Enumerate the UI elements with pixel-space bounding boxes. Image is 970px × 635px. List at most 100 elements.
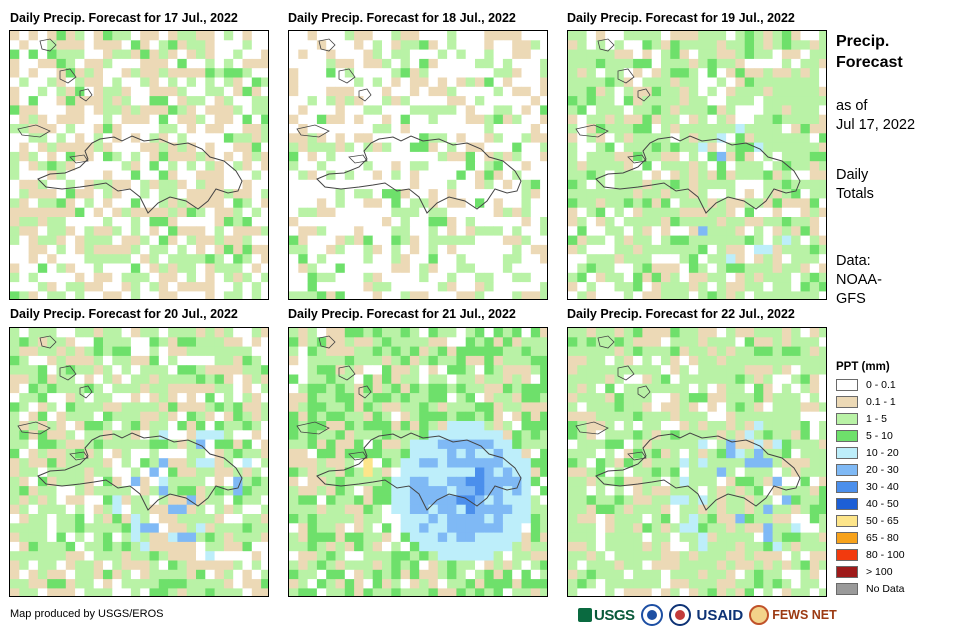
precip-cell [809, 96, 820, 106]
precip-cell [186, 96, 197, 106]
precip-cell [158, 207, 169, 218]
precip-cell [149, 151, 160, 162]
precip-cell [316, 458, 327, 468]
precip-cell [484, 346, 494, 357]
precip-cell [121, 569, 132, 580]
precip-cell [614, 179, 625, 190]
legend-swatch [836, 447, 858, 459]
precip-cell [493, 198, 504, 209]
precip-cell [168, 393, 178, 403]
precip-cell [214, 105, 225, 116]
precip-cell [233, 588, 243, 596]
precip-cell [502, 402, 513, 413]
precip-cell [177, 476, 188, 487]
precip-cell [19, 189, 29, 199]
precip-cell [577, 263, 587, 274]
precip-cell [391, 458, 401, 468]
precip-cell [186, 467, 197, 478]
precip-cell [800, 86, 811, 97]
precip-cell [214, 68, 225, 78]
precip-cell [196, 486, 206, 496]
precip-cell [475, 541, 485, 552]
precip-cell [419, 161, 429, 171]
precip-cell [75, 105, 85, 116]
precip-cell [140, 346, 150, 357]
precip-cell [502, 393, 513, 403]
hispaniola-coastline [37, 135, 243, 214]
precip-cell [400, 551, 411, 561]
panel-title-4: Daily Precip. Forecast for 20 Jul., 2022 [10, 307, 238, 321]
precip-cell [521, 569, 532, 580]
precip-cell [530, 458, 541, 468]
precip-cell [382, 40, 392, 50]
precip-cell [409, 151, 420, 162]
precip-cell [382, 58, 392, 69]
precip-cell [84, 142, 95, 153]
precip-cell [819, 96, 826, 106]
precip-cell [651, 124, 662, 134]
precip-cell [121, 217, 132, 227]
precip-cell [326, 179, 336, 190]
precip-cell [205, 523, 215, 533]
precip-cell [409, 532, 420, 543]
precip-cell [298, 328, 308, 338]
precip-cell [307, 235, 318, 246]
precip-cell [781, 244, 792, 255]
precip-cell [428, 495, 439, 506]
precip-cell [289, 31, 299, 41]
precip-cell [289, 49, 299, 60]
precip-cell [177, 430, 188, 440]
precip-cell [530, 198, 541, 209]
precip-cell [809, 402, 820, 413]
precip-cell [735, 133, 746, 143]
precip-cell [140, 31, 150, 41]
precip-cell [809, 226, 820, 236]
precip-cell [307, 189, 318, 199]
precip-cell [502, 486, 513, 496]
precip-cell [521, 579, 532, 589]
precip-cell [595, 430, 606, 440]
precip-cell [382, 105, 392, 116]
precip-cell [28, 114, 39, 125]
precip-cell [93, 272, 104, 283]
precip-cell [465, 328, 476, 338]
precip-cell [251, 328, 262, 338]
precip-cell [84, 523, 95, 533]
precip-cell [726, 504, 736, 515]
precip-cell [754, 207, 764, 218]
precip-cell [326, 421, 336, 431]
precip-cell [800, 579, 811, 589]
precip-cell [568, 151, 578, 162]
precip-cell [289, 365, 299, 375]
precip-cell [37, 560, 48, 571]
precip-cell [568, 272, 578, 283]
precip-cell [586, 374, 597, 385]
precip-cell [707, 467, 718, 478]
precip-cell [623, 272, 634, 283]
precip-cell [512, 365, 522, 375]
precip-cell [605, 244, 615, 255]
precip-cell [586, 151, 597, 162]
precip-cell [568, 207, 578, 218]
precip-cell [651, 448, 662, 459]
precip-cell [521, 114, 532, 125]
precip-cell [196, 439, 206, 450]
data-source-line-2: NOAA- [836, 272, 882, 288]
precip-cell [595, 198, 606, 209]
precip-cell [130, 532, 141, 543]
precip-cell [149, 142, 160, 153]
precip-cell [465, 68, 476, 78]
precip-cell [84, 430, 95, 440]
precip-cell [65, 579, 76, 589]
precip-cell [28, 476, 39, 487]
precip-cell [103, 124, 113, 134]
precip-cell [484, 430, 494, 440]
precip-cell [335, 189, 346, 199]
precip-cell [93, 439, 104, 450]
precip-cell [158, 142, 169, 153]
precip-cell [716, 272, 727, 283]
legend-item: > 100 [836, 565, 893, 579]
precip-cell [177, 337, 188, 347]
precip-cell [28, 282, 39, 292]
precip-cell [707, 68, 718, 78]
